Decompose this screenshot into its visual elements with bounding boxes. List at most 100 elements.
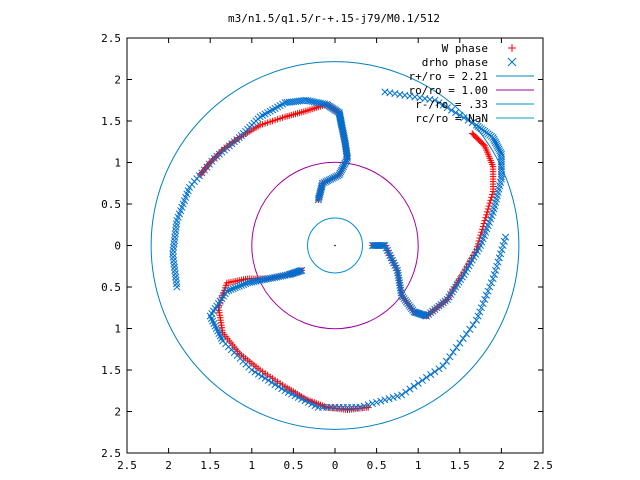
x-tick-label: 0.5 [367, 459, 387, 472]
x-tick-label: 0 [332, 459, 339, 472]
drho-phase-point [500, 237, 508, 245]
drho-phase-point [288, 390, 296, 398]
drho-phase-point [497, 168, 505, 176]
w-phase-point [484, 208, 491, 216]
drho-phase-point [293, 268, 301, 276]
drho-phase-point [275, 273, 283, 281]
x-tick-label: 1.5 [450, 459, 470, 472]
drho-phase-point [323, 100, 331, 108]
w-phase-point [470, 131, 477, 138]
drho-phase-point [477, 304, 485, 312]
drho-phase-point [497, 148, 505, 157]
y-tick-label: 0.5 [101, 198, 121, 211]
drho-phase-point [418, 376, 426, 384]
circle-r-ro [307, 217, 363, 274]
w-phase-point [488, 194, 495, 201]
drho-phase-point [269, 274, 277, 282]
drho-phase-point [281, 271, 289, 279]
drho-phase-point [291, 392, 299, 400]
drho-phase-point [499, 241, 507, 250]
drho-phase-point [279, 272, 287, 280]
x-tick-label: 2.5 [117, 459, 137, 472]
drho-phase-point [389, 393, 397, 401]
drho-phase-point [385, 395, 393, 403]
drho-phase-point [381, 88, 389, 96]
drho-phase-point [294, 268, 302, 276]
drho-phase-point [258, 276, 266, 284]
drho-phase-point [336, 169, 344, 177]
drho-phase-point [468, 119, 476, 127]
drho-phase-point [321, 100, 329, 108]
drho-phase-point [459, 334, 467, 343]
drho-phase-point [497, 153, 505, 161]
w-phase-point [489, 191, 496, 198]
drho-phase-point [239, 280, 248, 289]
drho-phase-point [258, 372, 266, 380]
drho-phase-point [497, 173, 505, 181]
drho-phase-point [393, 392, 401, 400]
y-tick-label: 2 [114, 74, 121, 87]
drho-phase-point [311, 402, 319, 410]
drho-phase-point [456, 339, 464, 347]
drho-phase-point [494, 144, 502, 152]
drho-phase-point [323, 177, 332, 185]
drho-phase-point [493, 142, 501, 150]
drho-phase-point [271, 380, 279, 389]
drho-phase-point [412, 309, 421, 317]
drho-phase-point [283, 271, 291, 279]
drho-phase-point [497, 175, 505, 183]
drho-phase-point [415, 310, 423, 318]
drho-phase-point [227, 285, 235, 294]
drho-phase-point [322, 178, 330, 186]
drho-phase-point [254, 277, 262, 285]
drho-phase-point [442, 357, 451, 365]
drho-phase-point [294, 393, 302, 401]
legend-label: rc/ro = NaN [415, 112, 488, 125]
drho-phase-point [373, 398, 381, 406]
drho-phase-point [262, 275, 270, 283]
reference-circles [150, 61, 520, 430]
drho-phase-point [298, 395, 306, 403]
drho-phase-point [173, 283, 181, 291]
drho-phase-point [250, 278, 258, 286]
drho-phase-point [244, 279, 252, 287]
drho-phase-point [497, 150, 505, 158]
drho-phase-point [340, 161, 348, 169]
drho-phase-point [251, 368, 259, 376]
drho-phase-point [271, 273, 279, 282]
drho-phase-point [338, 164, 347, 172]
drho-phase-point [482, 291, 490, 299]
drho-phase-point [449, 348, 457, 356]
x-tick-label: 2 [165, 459, 172, 472]
drho-phase-point [495, 254, 503, 262]
drho-phase-point [283, 98, 291, 107]
y-tick-label: 1.5 [101, 364, 121, 377]
drho-phase-point [306, 97, 314, 105]
drho-phase-point [316, 99, 324, 107]
drho-phase-point [248, 278, 256, 286]
drho-phase-point [416, 310, 424, 318]
w-phase-point [482, 214, 489, 221]
legend-entry: ro/ro = 1.00 [409, 84, 534, 97]
drho-phase-point [256, 276, 264, 284]
drho-phase-point [298, 266, 306, 274]
drho-phase-point [356, 403, 364, 411]
drho-phase-point [274, 383, 282, 391]
drho-phase-point [456, 111, 464, 119]
drho-phase-point [237, 281, 245, 289]
drho-phase-point [435, 365, 443, 373]
drho-phase-point [268, 378, 276, 387]
drho-phase-point [472, 316, 480, 324]
drho-phase-point [487, 279, 495, 287]
drho-phase-point [229, 285, 237, 293]
drho-phase-point [479, 300, 487, 308]
drho-phase-point [417, 310, 426, 318]
drho-phase-point [325, 176, 333, 184]
x-tick-label: 1.5 [200, 459, 220, 472]
drho-phase-point [502, 233, 510, 241]
drho-phase-point [308, 400, 316, 408]
legend-label: r+/ro = 2.21 [409, 70, 488, 83]
drho-phase-point [337, 168, 345, 176]
